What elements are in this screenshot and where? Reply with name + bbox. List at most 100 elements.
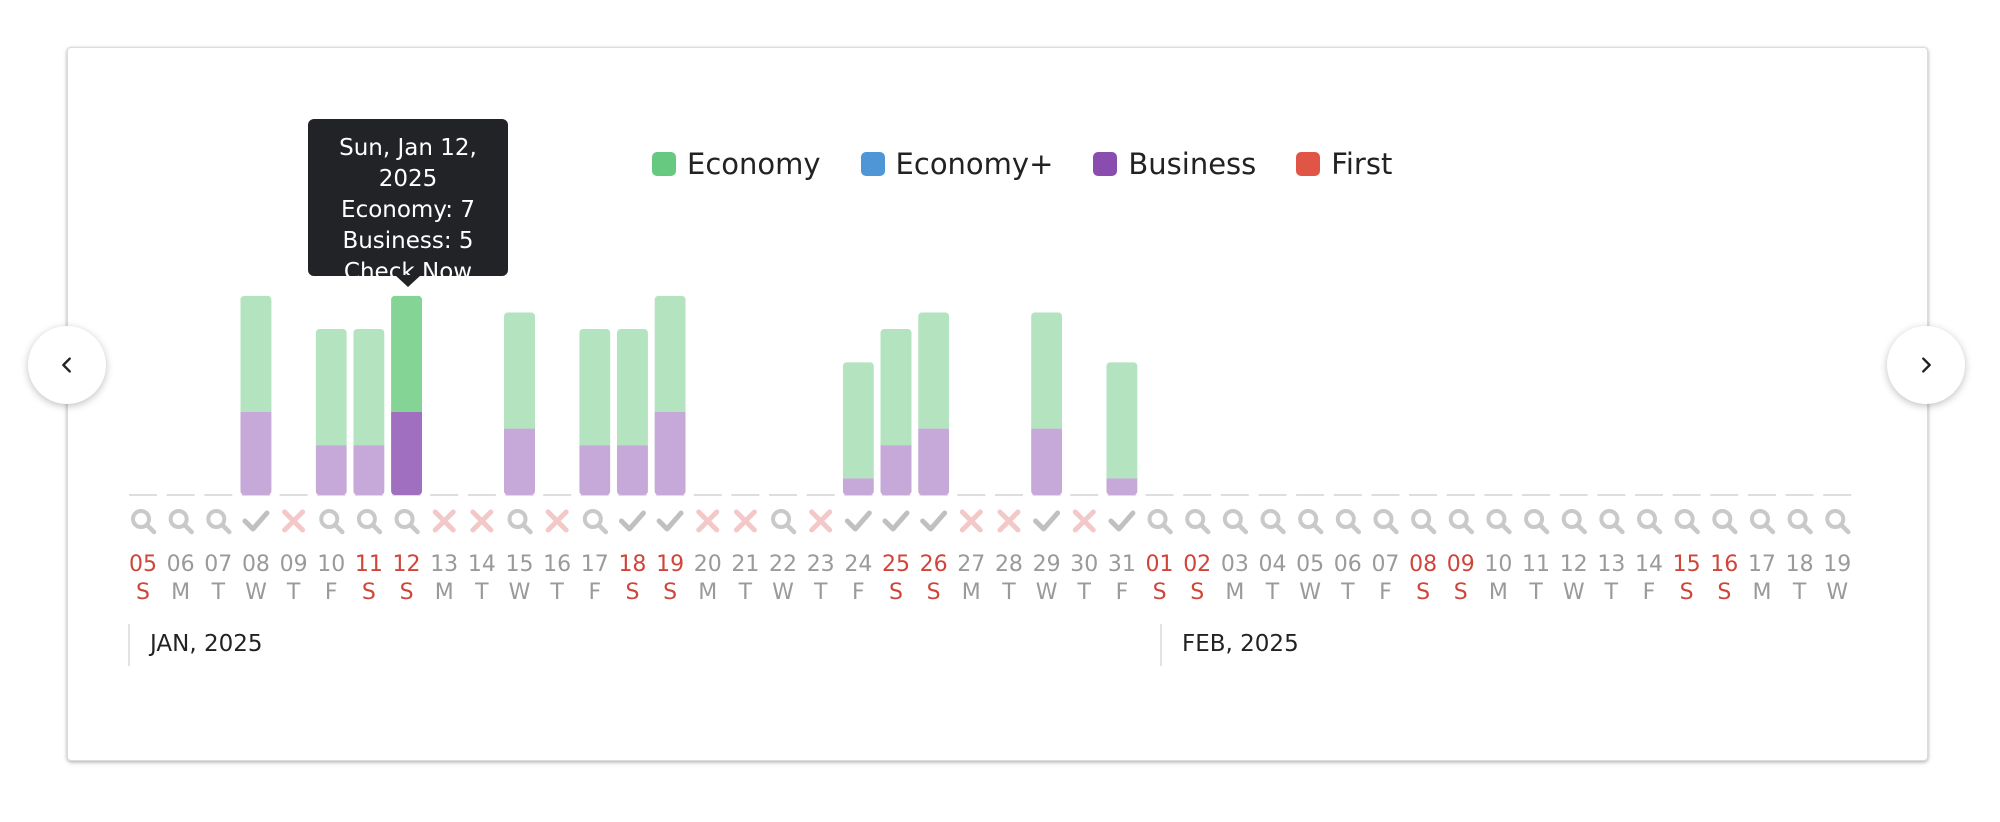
search-icon[interactable]: [1674, 509, 1700, 535]
day-column[interactable]: 28 T: [994, 494, 1023, 605]
bar-economy[interactable]: [353, 329, 385, 446]
search-icon[interactable]: [1222, 509, 1249, 535]
day-column[interactable]: 22 W: [769, 494, 798, 605]
bar-business[interactable]: [842, 478, 874, 495]
stacked-bar[interactable]: [391, 295, 423, 495]
day-column[interactable]: 03 M: [1220, 494, 1249, 605]
stacked-bar[interactable]: [918, 312, 950, 495]
day-column[interactable]: 13 T: [1597, 494, 1626, 605]
bar-business[interactable]: [1031, 428, 1063, 495]
bar-economy[interactable]: [918, 312, 950, 429]
day-column[interactable]: 20 M: [693, 494, 722, 605]
stacked-bar[interactable]: [504, 312, 535, 495]
day-column[interactable]: 14 F: [1635, 494, 1663, 605]
next-button[interactable]: [1887, 326, 1965, 404]
bar-economy[interactable]: [842, 362, 874, 479]
search-icon[interactable]: [1260, 509, 1286, 535]
search-icon[interactable]: [1712, 509, 1738, 535]
search-icon[interactable]: [1486, 509, 1512, 535]
bar-economy[interactable]: [1106, 362, 1138, 479]
bar-economy[interactable]: [579, 329, 611, 446]
search-icon[interactable]: [394, 509, 420, 535]
search-icon[interactable]: [507, 509, 533, 535]
stacked-bar[interactable]: [842, 362, 874, 495]
day-column[interactable]: 13 M: [430, 494, 459, 605]
search-icon[interactable]: [1373, 509, 1399, 535]
stacked-bar[interactable]: [353, 329, 385, 495]
search-icon[interactable]: [1825, 509, 1851, 535]
day-column[interactable]: 08 W: [240, 295, 272, 605]
bar-economy[interactable]: [616, 329, 648, 446]
bar-economy[interactable]: [504, 312, 535, 429]
search-icon[interactable]: [1298, 509, 1324, 535]
search-icon[interactable]: [1524, 509, 1550, 535]
day-column[interactable]: 05 W: [1296, 494, 1325, 605]
day-column[interactable]: 31 F: [1106, 362, 1138, 605]
legend-item-business[interactable]: Business: [1093, 147, 1256, 181]
stacked-bar[interactable]: [240, 295, 272, 495]
bar-economy[interactable]: [315, 329, 347, 446]
bar-business[interactable]: [918, 428, 950, 495]
stacked-bar[interactable]: [654, 295, 686, 495]
day-column[interactable]: 30 T: [1070, 494, 1099, 605]
bar-business[interactable]: [240, 412, 272, 495]
search-icon[interactable]: [1411, 509, 1437, 535]
day-column[interactable]: 11 T: [1522, 494, 1551, 605]
day-column[interactable]: 09 S: [1446, 494, 1475, 605]
day-column[interactable]: 18 T: [1785, 494, 1814, 605]
bar-business[interactable]: [353, 445, 385, 495]
day-column[interactable]: 06 T: [1333, 494, 1362, 605]
bar-economy[interactable]: [654, 295, 686, 412]
search-icon[interactable]: [131, 509, 157, 535]
day-column[interactable]: 14 T: [467, 494, 496, 605]
search-icon[interactable]: [1637, 509, 1663, 535]
day-column[interactable]: 06 M: [166, 494, 195, 605]
day-column[interactable]: 24 F: [842, 362, 874, 605]
bar-economy[interactable]: [240, 295, 272, 412]
search-icon[interactable]: [1561, 509, 1587, 535]
day-column[interactable]: 04 T: [1258, 494, 1287, 605]
search-icon[interactable]: [356, 509, 383, 535]
day-column[interactable]: 12 S: [391, 295, 423, 605]
day-column[interactable]: 10 M: [1484, 494, 1513, 605]
bar-business[interactable]: [654, 412, 686, 495]
day-column[interactable]: 19 S: [654, 295, 686, 605]
day-column[interactable]: 21 T: [731, 494, 760, 605]
legend-item-economy[interactable]: Economy: [652, 147, 821, 181]
search-icon[interactable]: [168, 509, 194, 535]
bar-business[interactable]: [315, 445, 347, 495]
bar-business[interactable]: [504, 428, 535, 495]
day-column[interactable]: 16 S: [1710, 494, 1739, 605]
search-icon[interactable]: [582, 509, 609, 535]
search-icon[interactable]: [1335, 509, 1362, 535]
stacked-bar[interactable]: [1031, 312, 1063, 495]
legend-item-economy-plus[interactable]: Economy+: [860, 147, 1053, 181]
search-icon[interactable]: [206, 509, 232, 535]
day-column[interactable]: 07 T: [204, 494, 233, 605]
search-icon[interactable]: [1448, 509, 1474, 535]
search-icon[interactable]: [1787, 509, 1813, 535]
day-column[interactable]: 09 T: [279, 494, 308, 605]
bar-business[interactable]: [391, 412, 423, 495]
day-column[interactable]: 10 F: [315, 329, 347, 605]
search-icon[interactable]: [1749, 509, 1776, 535]
stacked-bar[interactable]: [880, 329, 912, 495]
day-column[interactable]: 23 T: [806, 494, 835, 605]
day-column[interactable]: 08 S: [1409, 494, 1438, 605]
day-column[interactable]: 29 W: [1031, 312, 1063, 605]
day-column[interactable]: 16 T: [543, 494, 572, 605]
day-column[interactable]: 11 S: [353, 329, 385, 605]
stacked-bar[interactable]: [1106, 362, 1138, 495]
search-icon[interactable]: [1147, 509, 1173, 535]
bar-economy[interactable]: [880, 329, 912, 446]
bar-economy[interactable]: [1031, 312, 1063, 429]
day-column[interactable]: 17 M: [1747, 494, 1776, 605]
day-column[interactable]: 15 S: [1672, 494, 1701, 605]
search-icon[interactable]: [319, 509, 345, 535]
bar-economy[interactable]: [391, 295, 423, 412]
day-column[interactable]: 01 S: [1145, 494, 1174, 605]
day-column[interactable]: 02 S: [1183, 494, 1212, 605]
day-column[interactable]: 07 F: [1371, 494, 1400, 605]
day-column[interactable]: 25 S: [880, 329, 912, 605]
stacked-bar[interactable]: [616, 329, 648, 495]
